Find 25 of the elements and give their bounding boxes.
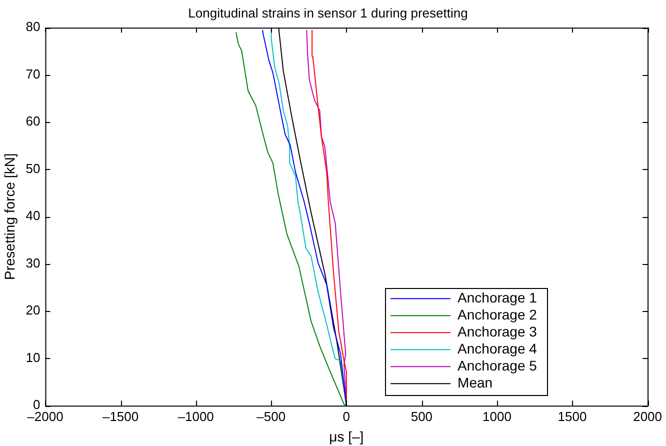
legend-label: Mean [458,374,493,390]
x-tick-label: 500 [410,408,433,424]
legend-label: Anchorage 5 [458,357,538,374]
y-tick-label: 60 [26,114,40,129]
x-tick-label: 0 [342,408,350,424]
legend-label: Anchorage 3 [458,323,538,340]
x-tick-label: –1500 [102,408,139,424]
legend-label: Anchorage 2 [458,306,538,322]
legend-label: Anchorage 1 [458,289,538,306]
y-tick-label: 30 [26,255,40,270]
x-tick-label: 1500 [558,408,587,424]
x-tick-label: –500 [256,408,286,424]
x-tick-label: –1000 [178,408,214,424]
x-axis-title: μs [–] [329,428,364,444]
x-tick-label: 1000 [482,408,512,424]
x-tick-label: 2000 [633,408,662,424]
y-tick-label: 10 [26,350,40,365]
y-tick-label: 20 [26,302,40,318]
y-tick-label: 70 [26,66,40,82]
y-tick-label: 50 [26,160,40,176]
y-tick-label: 40 [26,208,40,224]
y-axis-title: Presetting force [kN] [1,153,18,280]
legend-label: Anchorage 4 [458,340,538,356]
chart-title: Longitudinal strains in sensor 1 during presetting [188,5,468,20]
y-tick-label: 80 [26,19,40,34]
